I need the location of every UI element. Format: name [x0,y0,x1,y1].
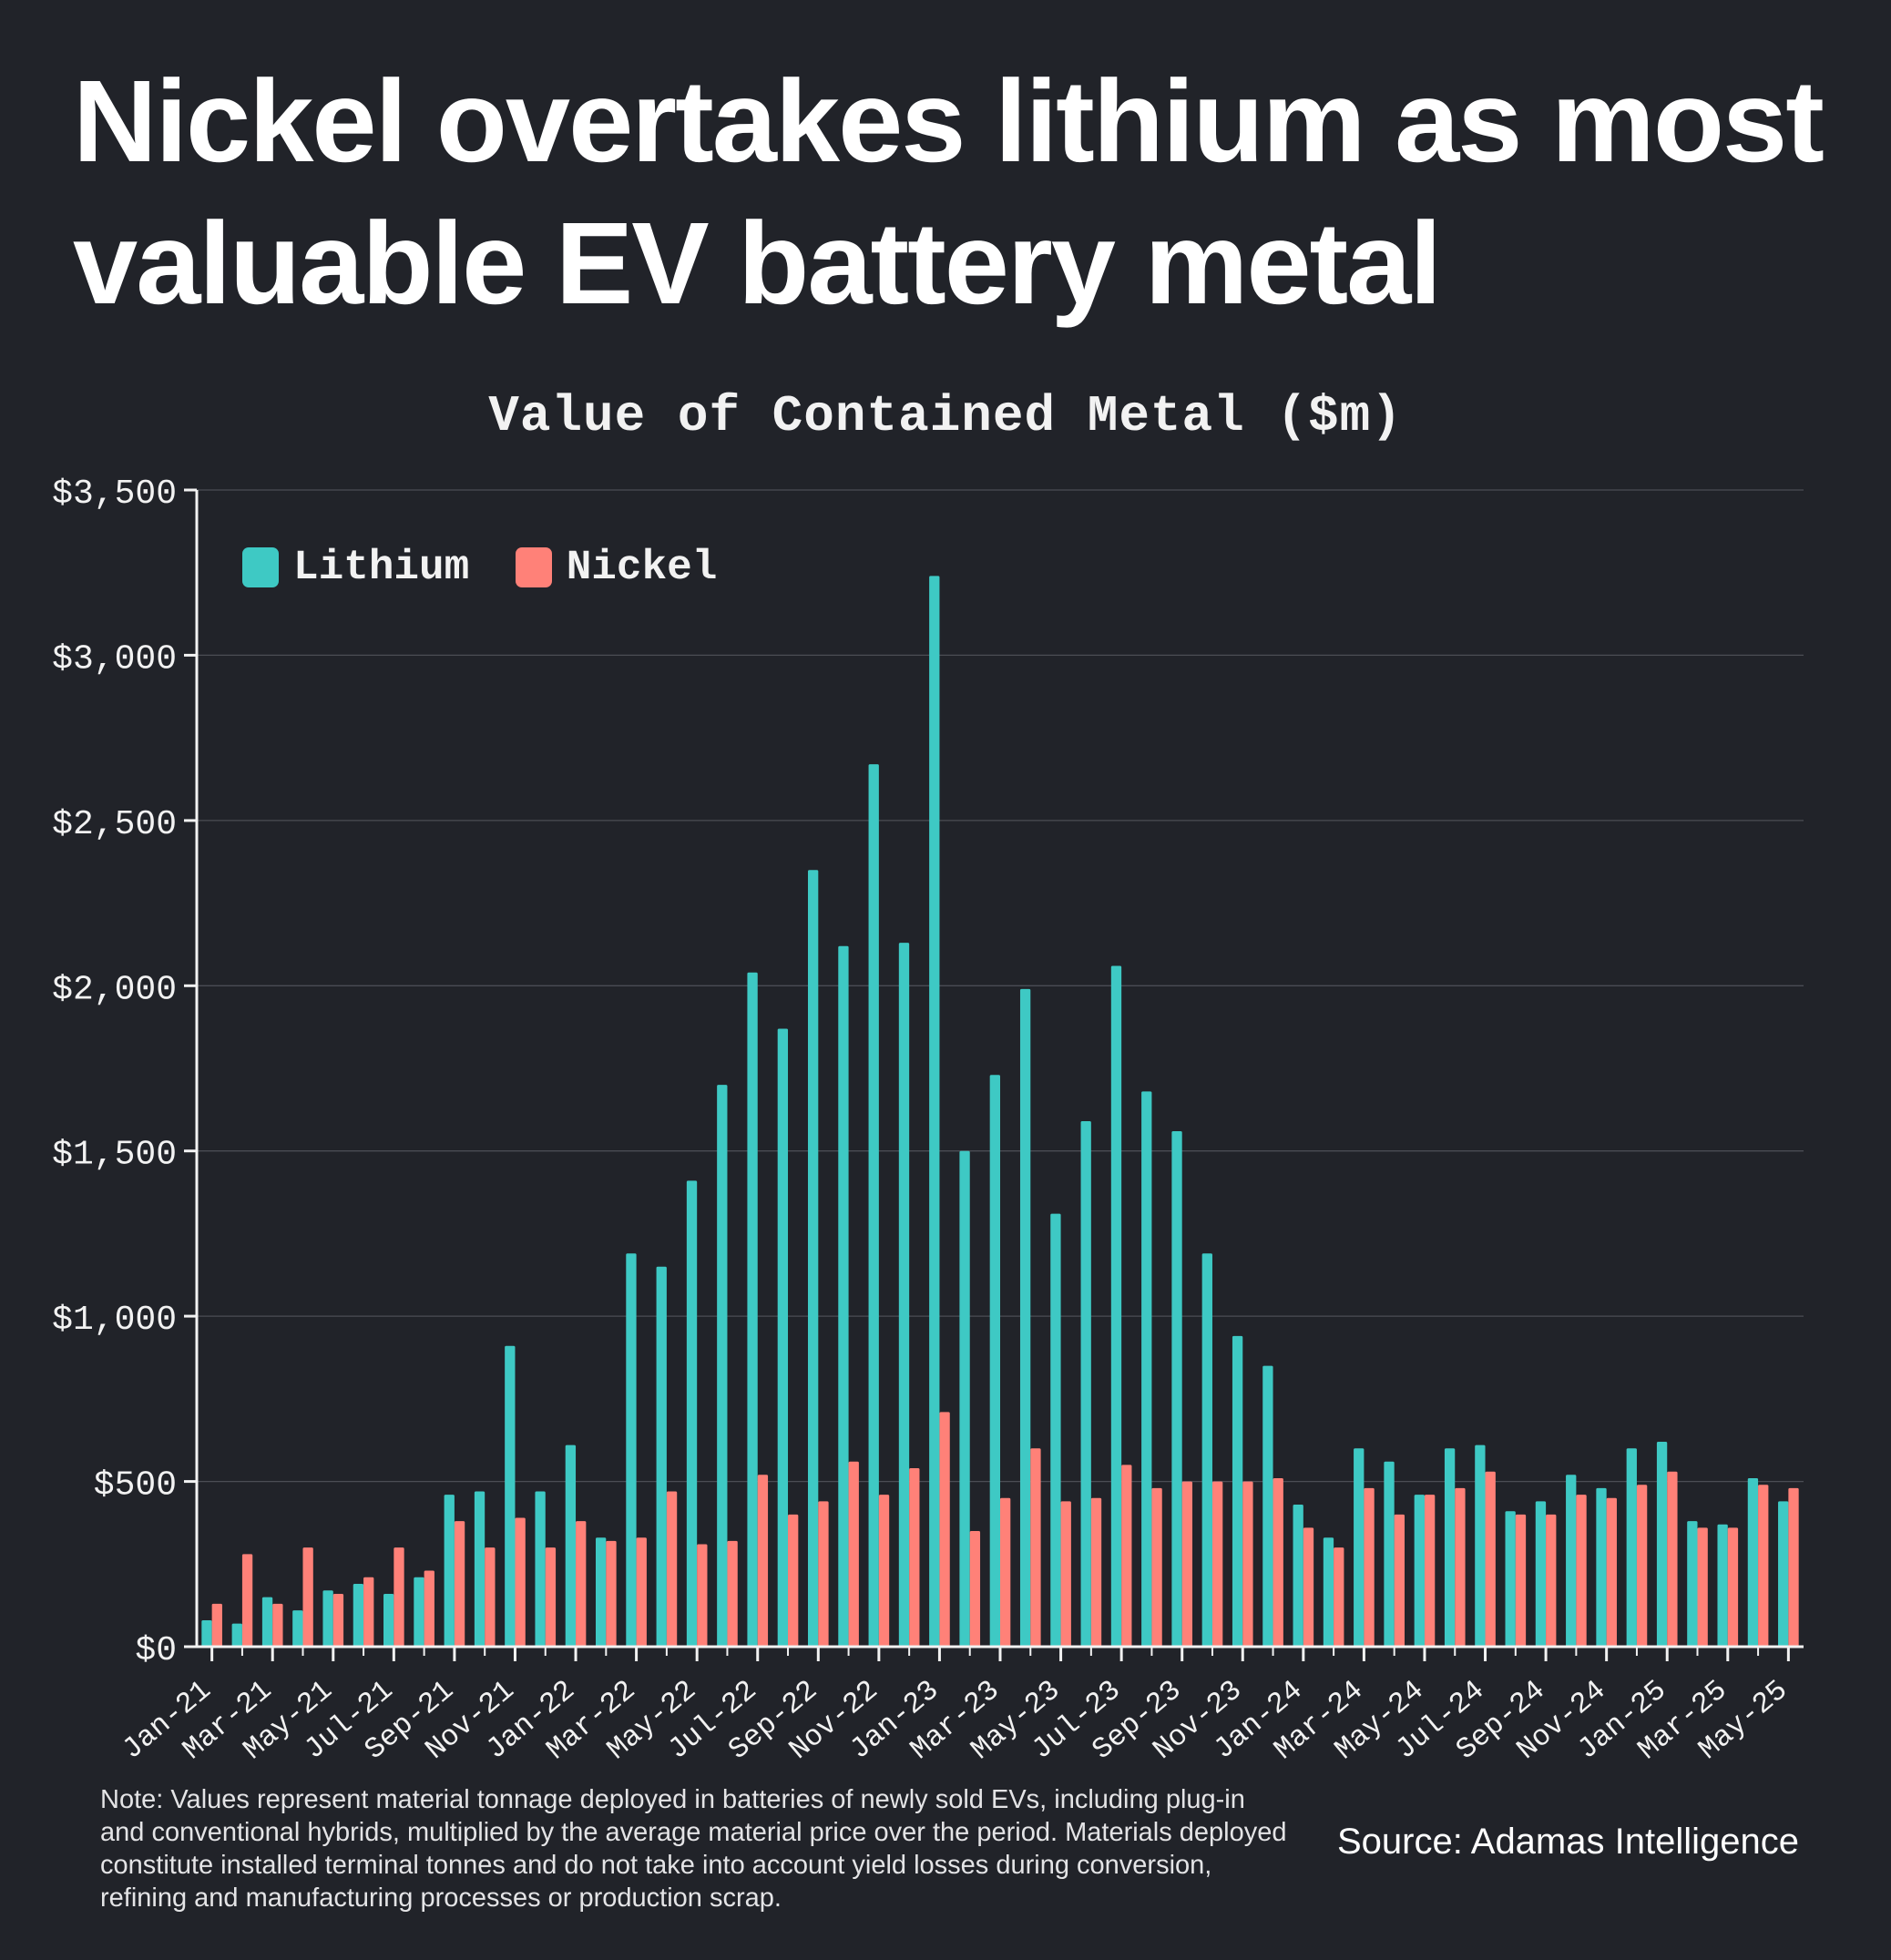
svg-text:$1,500: $1,500 [52,1136,177,1175]
svg-text:$1,000: $1,000 [52,1301,177,1340]
svg-text:$500: $500 [94,1466,177,1506]
svg-text:$3,000: $3,000 [52,639,177,679]
svg-text:$2,500: $2,500 [52,805,177,844]
svg-text:$0: $0 [135,1631,177,1670]
svg-text:$3,500: $3,500 [52,475,177,514]
svg-text:$2,000: $2,000 [52,970,177,1009]
